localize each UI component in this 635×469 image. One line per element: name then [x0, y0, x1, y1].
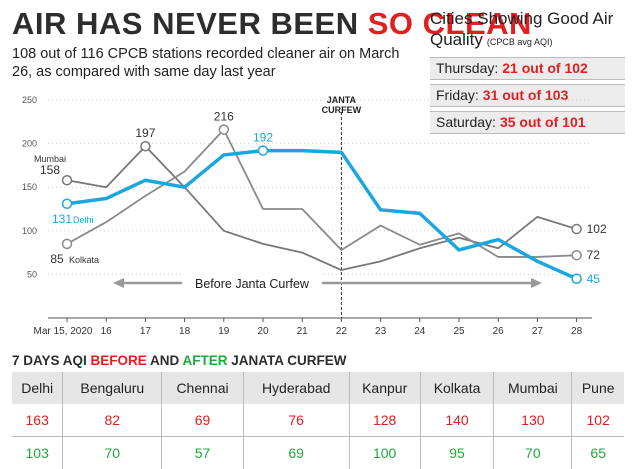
table-header-cell: Kolkata [420, 372, 494, 404]
series-line-mumbai [67, 146, 577, 270]
table-header-cell: Bengaluru [63, 372, 162, 404]
table-cell-after: 69 [243, 437, 349, 469]
marker-mumbai [572, 225, 581, 234]
y-tick-label: 100 [22, 226, 37, 236]
table-title-part: 7 DAYS AQI [12, 353, 91, 368]
table-cell-after: 95 [420, 437, 494, 469]
table-cell-after: 70 [63, 437, 162, 469]
data-label-mumbai: 158 [40, 163, 60, 177]
x-tick-label: 16 [101, 326, 113, 337]
table-cell-after: 57 [162, 437, 244, 469]
data-label-kolkata: 216 [214, 110, 234, 124]
table-title: 7 DAYS AQI BEFORE AND AFTER JANATA CURFE… [12, 353, 347, 368]
table-header-cell: Pune [572, 372, 624, 404]
table-row-after: 103 70 57 69 100 95 70 65 [12, 437, 624, 469]
curfew-label: JANTA [327, 95, 357, 105]
x-tick-label: 25 [453, 326, 465, 337]
x-tick-label: Mar 15, 2020 [34, 326, 93, 337]
x-tick-label: 17 [140, 326, 152, 337]
x-tick-label: 22 [336, 326, 348, 337]
table-cell-after: 65 [572, 437, 624, 469]
before-arrow-head-right [531, 278, 542, 288]
x-tick-label: 19 [218, 326, 230, 337]
series-label-delhi: Delhi [73, 215, 94, 225]
x-tick-label: 27 [532, 326, 544, 337]
data-label-delhi: 131 [52, 212, 72, 226]
marker-delhi [572, 274, 581, 283]
series-label-kolkata: Kolkata [69, 255, 99, 265]
table-title-part: JANATA CURFEW [228, 353, 347, 368]
table-cell-before: 82 [63, 404, 162, 437]
x-tick-label: 23 [375, 326, 387, 337]
table-cell-after: 70 [494, 437, 572, 469]
y-tick-label: 150 [22, 182, 37, 192]
table-cell-before: 128 [349, 404, 420, 437]
y-tick-label: 250 [22, 95, 37, 105]
table-header-cell: Chennai [162, 372, 244, 404]
data-label-kolkata: 85 [50, 252, 64, 266]
table-cell-before: 76 [243, 404, 349, 437]
data-label-mumbai: 197 [135, 126, 155, 140]
table-header-cell: Kanpur [349, 372, 420, 404]
curfew-label: CURFEW [322, 105, 362, 115]
x-tick-label: 28 [571, 326, 583, 337]
data-label-kolkata: 72 [587, 248, 601, 262]
table-header-cell: Delhi [12, 372, 63, 404]
table-cell-before: 140 [420, 404, 494, 437]
table-cell-before: 69 [162, 404, 244, 437]
table-header-row: Delhi Bengaluru Chennai Hyderabad Kanpur… [12, 372, 624, 404]
marker-delhi [259, 146, 268, 155]
x-tick-label: 26 [493, 326, 505, 337]
x-tick-label: 21 [297, 326, 309, 337]
table-row-before: 163 82 69 76 128 140 130 102 [12, 404, 624, 437]
table-cell-before: 102 [572, 404, 624, 437]
marker-kolkata [219, 125, 228, 134]
y-tick-label: 200 [22, 139, 37, 149]
marker-mumbai [141, 142, 150, 151]
table-header-cell: Mumbai [494, 372, 572, 404]
aqi-line-chart: 50 100 150 200 250 Mar 15, 2020 16 17 18 19 20 21 22… [0, 0, 635, 350]
x-tick-label: 18 [179, 326, 191, 337]
before-arrow-head-left [113, 278, 124, 288]
table-cell-after: 100 [349, 437, 420, 469]
marker-delhi [63, 199, 72, 208]
x-tick-label: 20 [257, 326, 269, 337]
before-label: Before Janta Curfew [195, 277, 310, 291]
x-tick-label: 24 [414, 326, 426, 337]
marker-kolkata [63, 239, 72, 248]
aqi-table: Delhi Bengaluru Chennai Hyderabad Kanpur… [12, 372, 624, 469]
table-cell-after: 103 [12, 437, 63, 469]
y-tick-label: 50 [27, 269, 37, 279]
series-line-delhi [67, 151, 577, 279]
marker-kolkata [572, 251, 581, 260]
table-cell-before: 130 [494, 404, 572, 437]
data-label-mumbai: 102 [587, 222, 607, 236]
data-label-delhi: 192 [253, 131, 273, 145]
table-header-cell: Hyderabad [243, 372, 349, 404]
table-title-part: AND [147, 353, 183, 368]
marker-mumbai [63, 176, 72, 185]
table-title-before: BEFORE [91, 353, 147, 368]
table-title-after: AFTER [183, 353, 228, 368]
table-cell-before: 163 [12, 404, 63, 437]
data-label-delhi: 45 [587, 272, 601, 286]
